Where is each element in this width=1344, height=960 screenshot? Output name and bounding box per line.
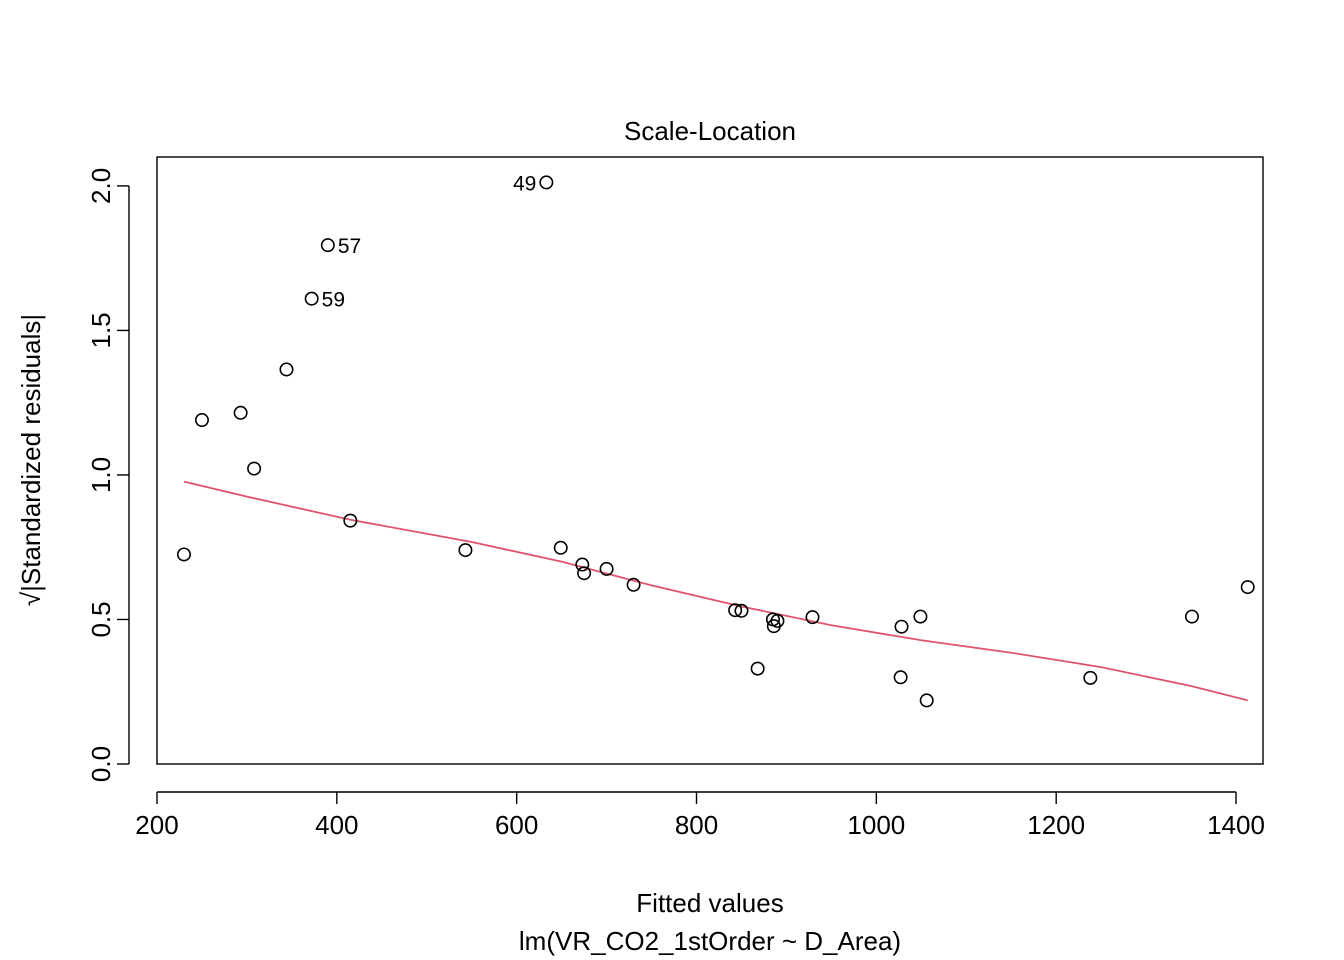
data-point-8 <box>458 543 473 558</box>
point-label-57: 57 <box>338 235 361 258</box>
x-tick-label-2: 600 <box>495 810 538 840</box>
y-axis-label: √|Standardized residuals| <box>16 314 46 606</box>
data-point-20 <box>770 613 785 628</box>
smooth-layer <box>183 480 1248 702</box>
data-point-15 <box>728 603 743 618</box>
data-point-16 <box>734 603 749 618</box>
data-point-6 <box>320 238 335 253</box>
x-tick-label-6: 1400 <box>1207 810 1265 840</box>
data-point-4 <box>279 362 294 377</box>
data-point-0 <box>176 547 191 562</box>
data-point-26 <box>1083 670 1098 685</box>
data-point-11 <box>575 557 590 572</box>
data-point-13 <box>599 561 614 576</box>
data-point-5 <box>304 291 319 306</box>
data-point-2 <box>233 405 248 420</box>
x-axis: 200 400 600 800 1000 1200 1400 <box>135 791 1265 840</box>
x-axis-label: Fitted values <box>636 888 783 918</box>
data-point-23 <box>894 619 909 634</box>
data-point-10 <box>553 540 568 555</box>
y-tick-label-4: 2.0 <box>86 168 116 204</box>
data-point-21 <box>805 610 820 625</box>
y-tick-label-0: 0.0 <box>86 746 116 782</box>
points-layer <box>176 175 1255 708</box>
data-point-27 <box>1184 609 1199 624</box>
y-axis: 0.0 0.5 1.0 1.5 2.0 <box>86 168 130 782</box>
data-point-12 <box>577 566 592 581</box>
smooth-line <box>183 480 1248 702</box>
data-point-1 <box>194 413 209 428</box>
data-point-14 <box>626 577 641 592</box>
plot-frame <box>156 156 1264 765</box>
y-tick-label-1: 0.5 <box>86 601 116 637</box>
x-tick-label-3: 800 <box>675 810 718 840</box>
x-tick-label-5: 1200 <box>1027 810 1085 840</box>
point-label-49: 49 <box>513 172 536 195</box>
data-point-28 <box>1240 580 1255 595</box>
chart-title: Scale-Location <box>624 116 796 146</box>
x-tick-label-0: 200 <box>135 810 178 840</box>
data-point-22 <box>893 670 908 685</box>
data-point-7 <box>343 513 358 528</box>
y-tick-label-2: 1.0 <box>86 457 116 493</box>
data-point-25 <box>919 693 934 708</box>
x-tick-label-4: 1000 <box>847 810 905 840</box>
x-tick-label-1: 400 <box>315 810 358 840</box>
point-label-59: 59 <box>322 289 345 312</box>
data-point-24 <box>913 609 928 624</box>
data-point-17 <box>750 661 765 676</box>
point-labels-layer: 59 57 49 <box>322 172 537 311</box>
data-point-3 <box>247 461 262 476</box>
data-point-9 <box>539 175 554 190</box>
y-tick-label-3: 1.5 <box>86 312 116 348</box>
chart-subtitle: lm(VR_CO2_1stOrder ~ D_Area) <box>519 926 901 956</box>
